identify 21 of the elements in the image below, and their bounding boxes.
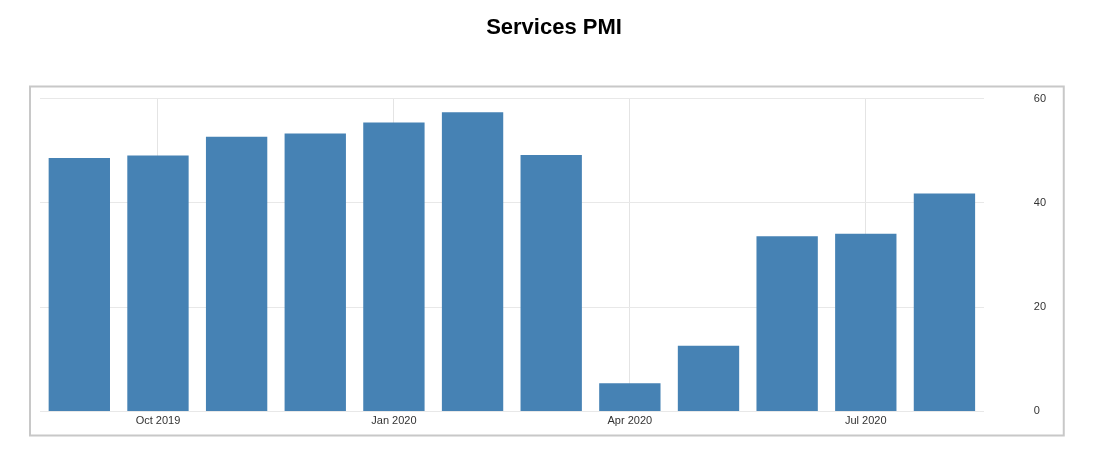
bar: [913, 193, 976, 411]
x-tick-label: Oct 2019: [135, 414, 181, 427]
bar: [284, 133, 346, 411]
bar: [677, 345, 740, 411]
chart-title: Services PMI: [485, 14, 623, 40]
y-tick-label: 0: [1033, 404, 1040, 417]
y-tick-label: 20: [1033, 300, 1047, 313]
x-tick-label: Jul 2020: [845, 414, 887, 427]
bar: [599, 383, 661, 411]
y-tick-label: 40: [1033, 195, 1047, 208]
bar: [48, 158, 110, 411]
x-tick-label: Jan 2020: [371, 414, 417, 427]
bar: [205, 136, 268, 411]
bar: [756, 236, 818, 411]
y-tick-label: 60: [1033, 91, 1047, 104]
bar: [835, 233, 897, 411]
bar: [520, 154, 582, 411]
bar: [127, 155, 189, 411]
x-tick-label: Apr 2020: [607, 414, 653, 427]
bar: [441, 112, 504, 411]
bar: [363, 122, 425, 411]
